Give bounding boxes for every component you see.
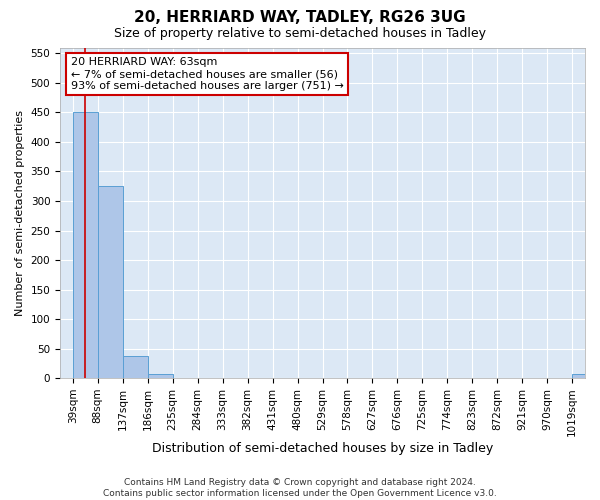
- Bar: [73, 112, 98, 378]
- Bar: [148, 374, 173, 378]
- Text: Size of property relative to semi-detached houses in Tadley: Size of property relative to semi-detach…: [114, 28, 486, 40]
- Bar: [98, 186, 122, 378]
- Text: 20, HERRIARD WAY, TADLEY, RG26 3UG: 20, HERRIARD WAY, TADLEY, RG26 3UG: [134, 10, 466, 25]
- Bar: [123, 356, 148, 378]
- X-axis label: Distribution of semi-detached houses by size in Tadley: Distribution of semi-detached houses by …: [152, 442, 493, 455]
- Bar: [572, 374, 597, 378]
- Text: 20 HERRIARD WAY: 63sqm
← 7% of semi-detached houses are smaller (56)
93% of semi: 20 HERRIARD WAY: 63sqm ← 7% of semi-deta…: [71, 58, 343, 90]
- Text: Contains HM Land Registry data © Crown copyright and database right 2024.
Contai: Contains HM Land Registry data © Crown c…: [103, 478, 497, 498]
- Y-axis label: Number of semi-detached properties: Number of semi-detached properties: [15, 110, 25, 316]
